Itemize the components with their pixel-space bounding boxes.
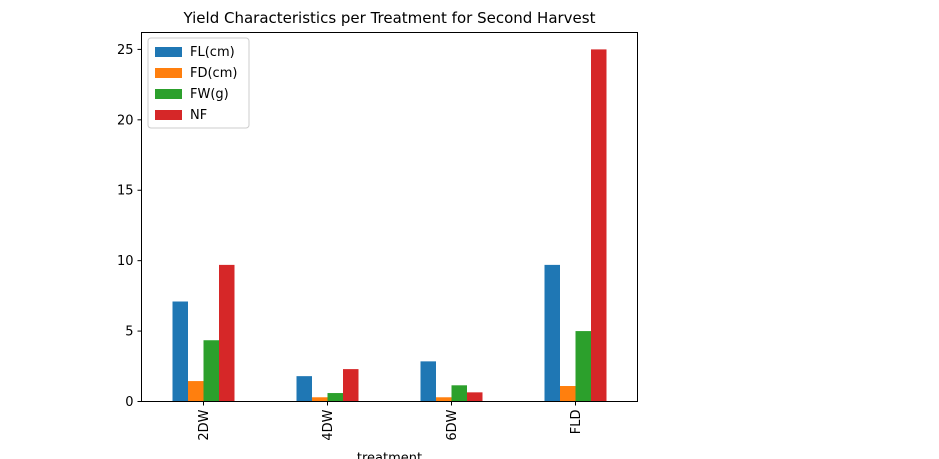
x-axis-label: treatment — [357, 451, 422, 459]
x-tick-label: 2DW — [197, 409, 212, 440]
bar-FW(g)-4DW — [327, 393, 343, 402]
y-tick-label: 5 — [125, 325, 133, 340]
bar-FD(cm)-6DW — [436, 397, 452, 402]
bar-NF-6DW — [467, 392, 483, 402]
y-tick-label: 10 — [117, 254, 134, 269]
legend-label: FD(cm) — [190, 66, 237, 81]
bar-FL(cm)-FLD — [544, 264, 560, 402]
y-tick-label: 20 — [117, 113, 134, 128]
bar-FL(cm)-6DW — [420, 361, 436, 402]
x-axis: 2DW 4DW 6DW FLD — [197, 401, 584, 441]
bar-FD(cm)-FLD — [560, 386, 576, 402]
legend-label: FW(g) — [190, 87, 229, 102]
bar-FL(cm)-2DW — [172, 301, 188, 402]
bar-FW(g)-2DW — [203, 340, 219, 402]
x-tick-label: FLD — [569, 410, 584, 435]
bar-FL(cm)-4DW — [296, 376, 312, 402]
bar-NF-2DW — [219, 264, 235, 402]
x-tick-label: 4DW — [321, 409, 336, 440]
legend-label: NF — [190, 108, 207, 123]
legend-label: FL(cm) — [190, 45, 235, 60]
y-tick-label: 15 — [117, 184, 134, 199]
legend-swatch — [155, 47, 182, 57]
bar-FW(g)-FLD — [575, 331, 591, 402]
legend: FL(cm) FD(cm) FW(g) NF — [147, 37, 250, 129]
chart-title: Yield Characteristics per Treatment for … — [183, 9, 596, 27]
y-tick-label: 0 — [125, 395, 133, 410]
legend-swatch — [155, 110, 182, 120]
bar-FD(cm)-2DW — [188, 381, 204, 402]
bar-NF-FLD — [591, 49, 607, 402]
legend-swatch — [155, 89, 182, 99]
bars-group — [172, 49, 607, 402]
x-tick-label: 6DW — [445, 409, 460, 440]
bar-FD(cm)-4DW — [312, 397, 328, 402]
y-tick-label: 25 — [117, 43, 134, 58]
y-axis: 0 5 10 15 20 25 — [117, 43, 142, 410]
legend-box — [147, 37, 250, 129]
legend-swatch — [155, 68, 182, 78]
plot-frame — [141, 32, 638, 402]
bar-FW(g)-6DW — [451, 385, 467, 402]
bar-NF-4DW — [343, 369, 359, 402]
